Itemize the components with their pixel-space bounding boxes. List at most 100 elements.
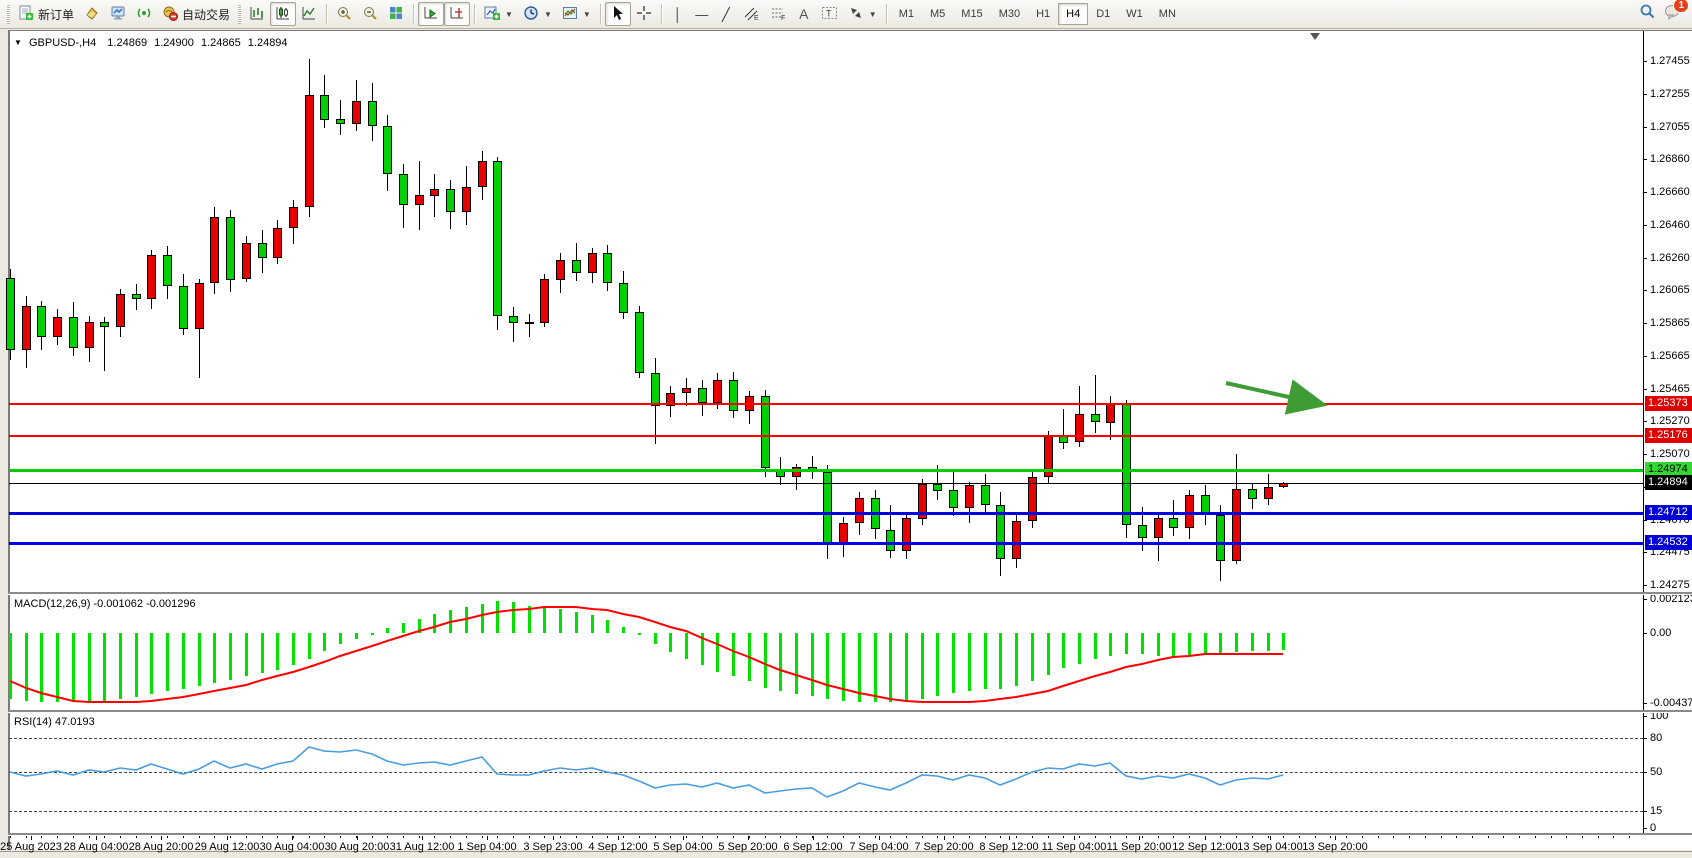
candle[interactable] <box>540 279 549 323</box>
candlestick-chart-button[interactable] <box>270 2 297 26</box>
candle[interactable] <box>273 228 282 258</box>
new-order-button[interactable]: 新订单 <box>13 2 79 26</box>
candle[interactable] <box>100 322 109 327</box>
candle[interactable] <box>572 260 581 273</box>
fibonacci-button[interactable]: F <box>765 2 792 26</box>
zoom-out-button[interactable] <box>357 2 383 26</box>
candle[interactable] <box>965 485 974 508</box>
timeframe-button-w1[interactable]: W1 <box>1126 8 1143 20</box>
candle[interactable] <box>116 294 125 327</box>
candle[interactable] <box>22 306 31 350</box>
candle[interactable] <box>478 161 487 187</box>
candle[interactable] <box>210 217 219 283</box>
equidistant-channel-button[interactable]: E <box>738 2 765 26</box>
candle[interactable] <box>462 187 471 212</box>
candle[interactable] <box>855 498 864 523</box>
candle[interactable] <box>53 317 62 337</box>
candle[interactable] <box>933 484 942 491</box>
candle[interactable] <box>792 467 801 477</box>
zoom-in-button[interactable] <box>331 2 357 26</box>
rsi-panel-splitter[interactable] <box>8 710 1692 712</box>
candle[interactable] <box>1059 436 1068 443</box>
trendline-button[interactable]: ╱ <box>714 2 738 26</box>
text-button[interactable]: A <box>792 2 816 26</box>
signals-button[interactable] <box>131 2 157 26</box>
candle[interactable] <box>619 283 628 313</box>
candle[interactable] <box>1138 525 1147 538</box>
periods-button[interactable]: ▼ <box>518 2 557 26</box>
macd-panel-splitter[interactable] <box>8 592 1692 594</box>
candle[interactable] <box>320 95 329 120</box>
candle[interactable] <box>1169 518 1178 528</box>
price-horizontal-line[interactable] <box>9 542 1643 545</box>
candle[interactable] <box>509 316 518 323</box>
candle[interactable] <box>1248 489 1257 499</box>
line-chart-button[interactable] <box>296 2 322 26</box>
price-horizontal-line[interactable] <box>9 403 1643 405</box>
candle[interactable] <box>698 388 707 403</box>
candle[interactable] <box>415 195 424 205</box>
candle[interactable] <box>37 306 46 337</box>
candle[interactable] <box>163 255 172 286</box>
timeframe-button-d1[interactable]: D1 <box>1096 8 1111 20</box>
candle[interactable] <box>430 189 439 196</box>
indicators-button[interactable]: ▼ <box>479 2 518 26</box>
candle[interactable] <box>651 373 660 406</box>
chart-shift-button[interactable] <box>444 2 471 26</box>
chevron-down-icon[interactable]: ▼ <box>543 9 552 19</box>
candle[interactable] <box>886 530 895 551</box>
tile-windows-button[interactable] <box>383 2 409 26</box>
timeframe-button-m5[interactable]: M5 <box>930 8 946 20</box>
notifications-button[interactable]: 1 <box>1664 0 1689 25</box>
price-horizontal-line[interactable] <box>9 435 1643 437</box>
cursor-button[interactable] <box>604 2 631 26</box>
candle[interactable] <box>1216 515 1225 561</box>
candle[interactable] <box>635 312 644 373</box>
timeframe-button-h1[interactable]: H1 <box>1036 8 1051 20</box>
arrows-button[interactable]: ▼ <box>843 2 882 26</box>
candle[interactable] <box>1232 489 1241 561</box>
candle[interactable] <box>902 518 911 551</box>
chevron-down-icon[interactable]: ▼ <box>582 9 591 19</box>
auto-scroll-button[interactable] <box>418 2 445 26</box>
candle[interactable] <box>1122 403 1131 525</box>
candle[interactable] <box>1154 518 1163 538</box>
candle[interactable] <box>446 189 455 212</box>
candle[interactable] <box>981 485 990 505</box>
candle[interactable] <box>1185 495 1194 528</box>
candle[interactable] <box>729 380 738 411</box>
candle[interactable] <box>179 286 188 329</box>
timeframe-button-h4[interactable]: H4 <box>1058 3 1089 25</box>
candle[interactable] <box>6 278 15 350</box>
candle[interactable] <box>949 490 958 508</box>
text-label-button[interactable]: T <box>816 2 843 26</box>
candle[interactable] <box>588 253 597 273</box>
candle[interactable] <box>1106 403 1115 423</box>
candle[interactable] <box>195 283 204 329</box>
collapse-triangle-icon[interactable]: ▼ <box>14 38 22 47</box>
candle[interactable] <box>258 243 267 258</box>
candle[interactable] <box>918 484 927 519</box>
candle[interactable] <box>336 119 345 124</box>
candle[interactable] <box>1028 477 1037 521</box>
bar-chart-button[interactable] <box>244 2 270 26</box>
candle[interactable] <box>305 95 314 207</box>
timeframe-button-m1[interactable]: M1 <box>898 8 914 20</box>
candle[interactable] <box>682 388 691 393</box>
candle[interactable] <box>493 161 502 316</box>
timeframe-button-m15[interactable]: M15 <box>961 8 983 20</box>
horizontal-line-button[interactable]: — <box>690 2 714 26</box>
price-horizontal-line[interactable] <box>9 512 1643 515</box>
candle[interactable] <box>383 126 392 174</box>
chevron-down-icon[interactable]: ▼ <box>505 9 513 19</box>
candle[interactable] <box>242 243 251 279</box>
candle[interactable] <box>399 174 408 205</box>
chart-profile-button[interactable] <box>79 2 105 26</box>
candle[interactable] <box>556 260 565 280</box>
search-icon[interactable] <box>1639 3 1656 25</box>
candle[interactable] <box>85 322 94 348</box>
auto-trading-button[interactable]: 自动交易 <box>157 2 235 26</box>
candle[interactable] <box>226 217 235 280</box>
candle[interactable] <box>289 207 298 228</box>
vertical-line-button[interactable]: │ <box>666 2 690 26</box>
